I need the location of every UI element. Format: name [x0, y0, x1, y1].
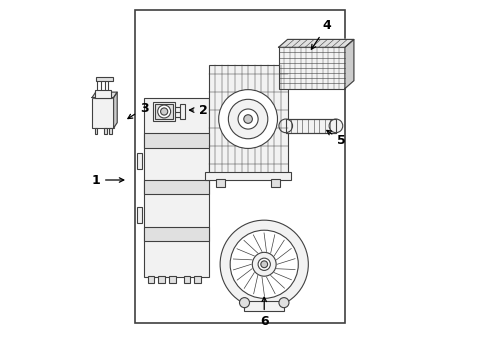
Text: 3: 3 — [128, 102, 148, 118]
Bar — [135, 10, 344, 323]
Bar — [169, 276, 175, 283]
Text: 5: 5 — [326, 130, 345, 147]
Bar — [278, 47, 344, 89]
Bar — [271, 179, 280, 187]
Circle shape — [238, 109, 258, 129]
Polygon shape — [92, 92, 117, 98]
Bar — [153, 102, 175, 121]
Bar — [183, 276, 190, 283]
Bar — [180, 104, 185, 119]
Circle shape — [260, 261, 267, 268]
Bar — [94, 128, 97, 134]
Bar — [244, 301, 284, 311]
Text: 2: 2 — [189, 104, 207, 117]
Circle shape — [230, 230, 298, 298]
Text: 4: 4 — [311, 19, 331, 49]
Text: 6: 6 — [260, 297, 268, 328]
Bar — [144, 134, 208, 148]
Bar — [144, 180, 208, 194]
Circle shape — [278, 298, 288, 308]
Bar — [285, 119, 335, 133]
Bar — [204, 172, 290, 180]
Bar — [285, 119, 335, 133]
Circle shape — [218, 90, 277, 148]
Polygon shape — [278, 40, 353, 47]
Bar — [155, 104, 173, 119]
Circle shape — [228, 99, 267, 139]
Bar — [109, 128, 112, 134]
Circle shape — [252, 252, 276, 276]
Text: 1: 1 — [91, 174, 123, 186]
Bar — [208, 65, 287, 173]
Circle shape — [278, 119, 292, 133]
Circle shape — [239, 298, 249, 308]
Bar — [92, 98, 113, 128]
Bar — [137, 207, 142, 223]
Bar — [147, 276, 154, 283]
Circle shape — [328, 119, 342, 133]
Bar — [158, 276, 164, 283]
Bar — [194, 276, 201, 283]
Circle shape — [244, 115, 252, 123]
Polygon shape — [344, 40, 353, 89]
Bar — [144, 98, 208, 277]
Circle shape — [158, 105, 170, 118]
Bar — [95, 90, 111, 98]
Circle shape — [160, 108, 167, 115]
Polygon shape — [113, 92, 117, 128]
Circle shape — [220, 220, 308, 309]
Bar — [104, 128, 106, 134]
Bar — [215, 179, 224, 187]
Bar — [144, 226, 208, 241]
Bar — [137, 153, 142, 169]
Circle shape — [258, 258, 270, 270]
Bar — [96, 77, 113, 81]
